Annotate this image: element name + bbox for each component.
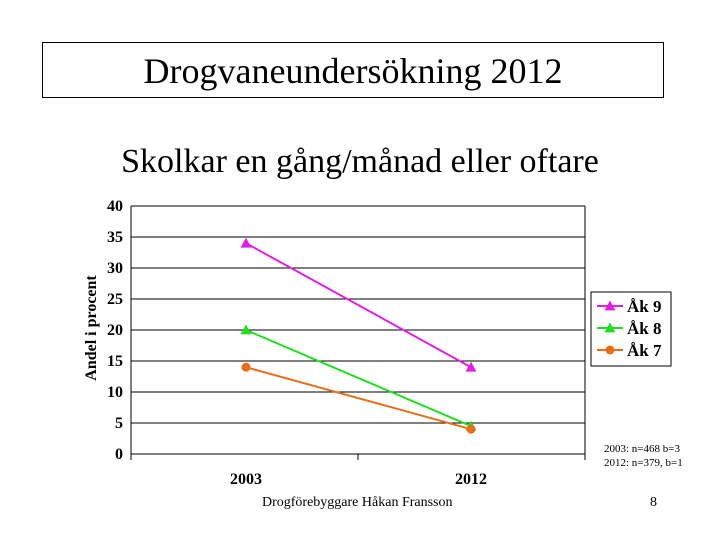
y-tick-label: 25 <box>107 291 123 308</box>
sample-note-2012: 2012: n=379, b=1 <box>604 457 683 469</box>
page-number: 8 <box>650 495 657 510</box>
y-tick-label: 10 <box>107 384 123 401</box>
legend-label: Åk 9 <box>627 297 661 316</box>
legend-label: Åk 7 <box>627 341 662 360</box>
chart-title: Skolkar en gång/månad eller oftare <box>121 143 599 180</box>
legend-marker <box>604 300 616 311</box>
x-tick-label: 2012 <box>455 471 487 488</box>
y-tick-label: 15 <box>107 353 123 370</box>
y-tick-label: 20 <box>107 322 123 339</box>
series-line-1 <box>245 242 472 369</box>
axis-layer: 0 5 10 15 20 25 30 35 40 2003 2012 <box>107 198 586 488</box>
y-tick-label: 5 <box>115 415 123 432</box>
series-line-3 <box>245 366 472 431</box>
footer-author: Drogförebyggare Håkan Fransson <box>262 495 453 510</box>
y-tick-label: 40 <box>107 198 123 215</box>
y-tick-label: 30 <box>107 260 123 277</box>
grid-layer <box>131 205 586 454</box>
data-point-3-1 <box>241 362 251 372</box>
series-line-2 <box>245 329 472 428</box>
legend-marker <box>604 322 616 333</box>
title-box: Drogvaneundersökning 2012 <box>42 42 664 98</box>
data-point-1-1 <box>240 237 252 248</box>
data-point-3-2 <box>466 424 476 434</box>
data-point-1-2 <box>465 361 477 372</box>
y-tick-label: 35 <box>107 229 123 246</box>
data-point-2-1 <box>240 324 252 335</box>
legend-label: Åk 8 <box>627 319 661 338</box>
x-tick-label: 2003 <box>230 471 262 488</box>
y-axis-label: Andel i procent <box>83 275 100 381</box>
legend-marker <box>605 345 615 355</box>
y-tick-label: 0 <box>115 446 123 463</box>
series-layer <box>240 237 477 434</box>
sample-note-2003: 2003: n=468 b=3 <box>604 443 680 455</box>
slide-title: Drogvaneundersökning 2012 <box>143 51 563 91</box>
legend-layer: Åk 9 Åk 8 Åk 7 <box>590 291 672 367</box>
